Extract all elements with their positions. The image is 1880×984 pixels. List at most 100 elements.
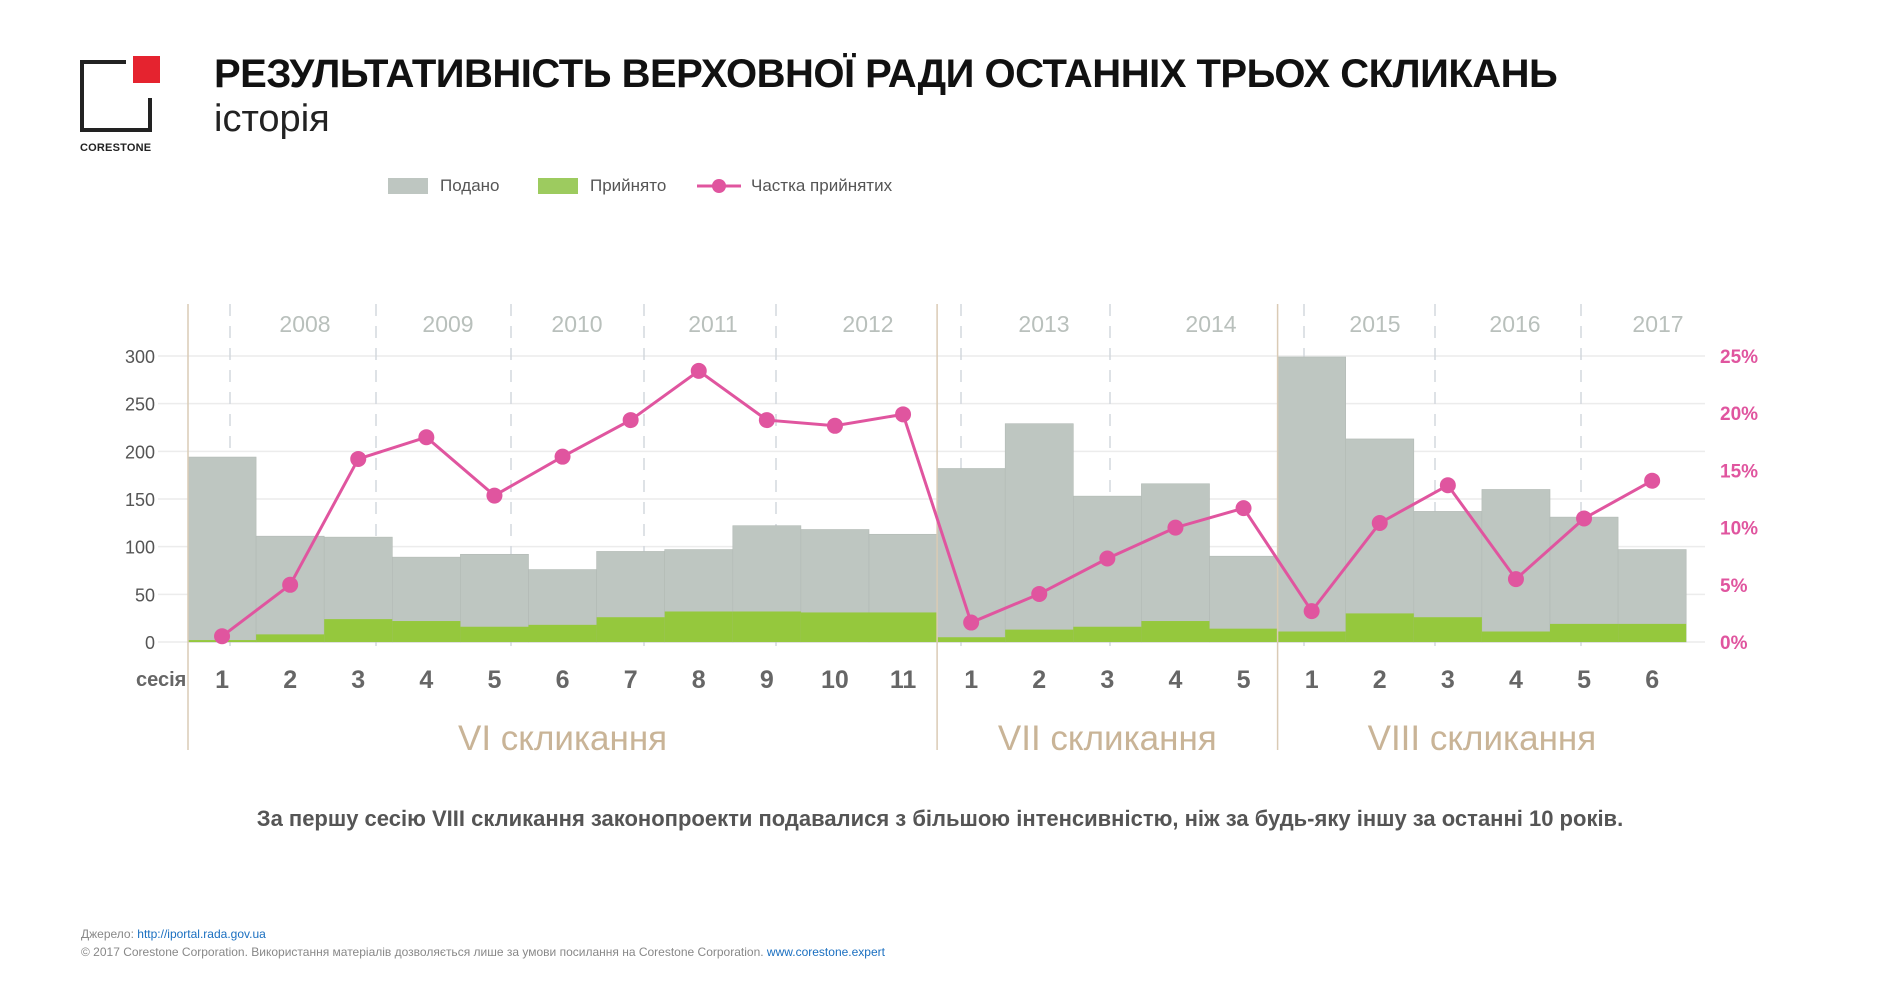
- share-line: [221, 369, 1653, 638]
- site-link[interactable]: www.corestone.expert: [766, 945, 885, 959]
- bar-adopted: [1073, 626, 1142, 642]
- year-label: 2014: [1185, 311, 1236, 337]
- source-label: Джерело:: [81, 927, 138, 941]
- share-point: [1303, 603, 1320, 620]
- share-point: [1235, 500, 1252, 517]
- y2-tick-label: 25%: [1720, 347, 1758, 368]
- session-label: 10: [821, 666, 849, 694]
- share-point: [418, 429, 435, 446]
- legend-share: Частка прийнятих: [697, 176, 892, 196]
- share-point: [1099, 550, 1116, 567]
- year-label: 2008: [279, 311, 330, 337]
- logo-red-square: [133, 56, 160, 83]
- share-point: [486, 487, 503, 504]
- bar-adopted: [1277, 631, 1346, 642]
- bar-adopted: [324, 619, 393, 642]
- logo-frame: [80, 60, 152, 132]
- x-axis-label: сесія: [136, 669, 186, 691]
- share-point: [1644, 472, 1661, 489]
- session-label: 3: [351, 666, 365, 694]
- share-point: [826, 417, 843, 434]
- share-point: [1031, 585, 1048, 602]
- legend-swatch-submitted: [388, 178, 428, 194]
- bar-adopted: [732, 611, 801, 642]
- page-title: РЕЗУЛЬТАТИВНІСТЬ ВЕРХОВНОЇ РАДИ ОСТАННІХ…: [214, 52, 1558, 96]
- source-link[interactable]: http://iportal.rada.gov.ua: [137, 927, 266, 941]
- legend-label-share: Частка прийнятих: [751, 176, 893, 195]
- logo-text: CORESTONE: [80, 142, 152, 154]
- session-label: 5: [487, 666, 501, 694]
- share-point: [622, 412, 639, 429]
- legend-label-submitted: Подано: [440, 176, 500, 195]
- session-label: 3: [1100, 666, 1114, 694]
- bar-submitted: [1277, 356, 1346, 643]
- copyright-text: © 2017 Corestone Corporation. Використан…: [81, 945, 767, 959]
- bar-submitted: [1209, 555, 1278, 643]
- session-label: 5: [1577, 666, 1591, 694]
- y-tick-label: 150: [125, 490, 155, 510]
- session-label: 4: [419, 666, 433, 694]
- share-point: [554, 448, 571, 465]
- year-label: 2017: [1632, 311, 1683, 337]
- share-point: [690, 362, 707, 379]
- session-label: 3: [1441, 666, 1455, 694]
- session-label: 2: [1373, 666, 1387, 694]
- page-subtitle: історія: [214, 98, 330, 140]
- y-tick-label: 50: [135, 585, 155, 605]
- share-point: [758, 412, 775, 429]
- y-tick-label: 300: [125, 347, 155, 367]
- session-label: 1: [1305, 666, 1319, 694]
- year-label: 2012: [842, 311, 893, 337]
- session-label: 1: [964, 666, 978, 694]
- bar-adopted: [937, 637, 1006, 642]
- session-label: 8: [692, 666, 706, 694]
- bar-adopted: [664, 611, 733, 642]
- bar-submitted: [1345, 438, 1415, 643]
- y-tick-label: 200: [125, 442, 155, 462]
- session-label: 7: [624, 666, 638, 694]
- y-tick-label: 100: [125, 538, 155, 558]
- session-label: 2: [283, 666, 297, 694]
- y-tick-label: 0: [145, 633, 155, 653]
- bar-adopted: [256, 634, 325, 642]
- bar-adopted: [1413, 617, 1482, 642]
- year-label: 2011: [688, 311, 737, 337]
- bar-adopted: [392, 621, 461, 642]
- year-label: 2013: [1018, 311, 1069, 337]
- bar-submitted: [187, 456, 257, 643]
- session-label: 4: [1168, 666, 1182, 694]
- year-label: 2010: [551, 311, 602, 337]
- session-label: 2: [1032, 666, 1046, 694]
- legend-line-dot-icon: [697, 179, 741, 193]
- session-label: 9: [760, 666, 774, 694]
- share-point: [350, 450, 367, 467]
- convocation-label: VII скликання: [998, 719, 1217, 758]
- logo-frame-top: [80, 60, 126, 64]
- legend-submitted: Подано: [388, 176, 500, 196]
- share-point: [1507, 571, 1524, 588]
- footer-copyright: © 2017 Corestone Corporation. Використан…: [81, 945, 885, 959]
- session-label: 4: [1509, 666, 1523, 694]
- session-label: 1: [215, 666, 229, 694]
- year-label: 2016: [1489, 311, 1540, 337]
- share-point: [1576, 510, 1593, 527]
- footer-source: Джерело: http://iportal.rada.gov.ua: [81, 927, 266, 941]
- year-label: 2015: [1349, 311, 1400, 337]
- bar-submitted: [1073, 495, 1142, 643]
- share-point: [963, 614, 980, 631]
- session-label: 11: [890, 666, 917, 694]
- y2-tick-label: 15%: [1720, 461, 1758, 482]
- share-point: [214, 628, 231, 645]
- y2-tick-label: 10%: [1720, 519, 1758, 540]
- bar-adopted: [1618, 623, 1687, 642]
- bar-adopted: [1005, 629, 1074, 642]
- year-label: 2009: [422, 311, 473, 337]
- bar-submitted: [1004, 423, 1074, 643]
- share-point: [1167, 519, 1184, 536]
- bar-adopted: [1345, 613, 1414, 642]
- y2-tick-label: 5%: [1720, 576, 1748, 597]
- bar-adopted: [869, 612, 938, 642]
- bar-adopted: [800, 612, 869, 642]
- bar-submitted: [1549, 516, 1619, 643]
